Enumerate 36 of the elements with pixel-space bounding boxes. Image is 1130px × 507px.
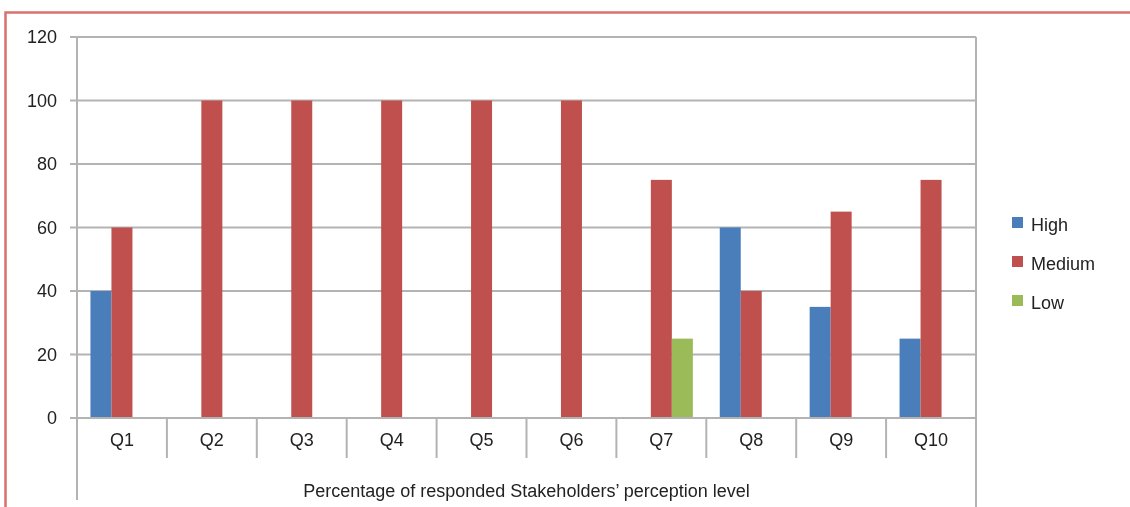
legend-label: High [1031,215,1069,236]
x-axis-title: Percentage of responded Stakeholders’ perception level [303,481,750,501]
x-tick-label: Q2 [199,430,224,450]
y-tick-label: 40 [36,281,57,302]
x-tick-label: Q5 [469,430,494,450]
x-tick-label: Q9 [829,430,854,450]
bar [830,211,852,418]
bar [291,100,313,418]
y-tick-label: 120 [26,27,57,48]
y-tick-label: 100 [26,90,57,111]
y-tick-label: 80 [36,154,57,175]
x-tick-label: Q8 [739,430,764,450]
bar [899,338,921,418]
bar [111,227,133,418]
legend-label: Medium [1031,254,1096,275]
x-tick-label: Q1 [109,430,134,450]
bar [471,100,493,418]
x-tick-label: Q7 [649,430,674,450]
bar [90,291,112,418]
x-tick-label: Q4 [379,430,404,450]
legend-label: Low [1031,293,1066,314]
x-tick-label: Q10 [914,430,949,450]
bar [650,179,672,418]
bar [719,227,741,418]
bar [671,338,693,418]
y-tick-label: 0 [46,408,57,429]
x-tick-label: Q6 [559,430,584,450]
bar [201,100,223,418]
x-tick-label: Q3 [289,430,314,450]
bar [920,179,942,418]
bar [740,291,762,418]
bar [809,306,831,418]
bar [560,100,582,418]
y-tick-label: 20 [36,344,57,365]
y-tick-label: 60 [36,217,57,238]
bar [381,100,403,418]
